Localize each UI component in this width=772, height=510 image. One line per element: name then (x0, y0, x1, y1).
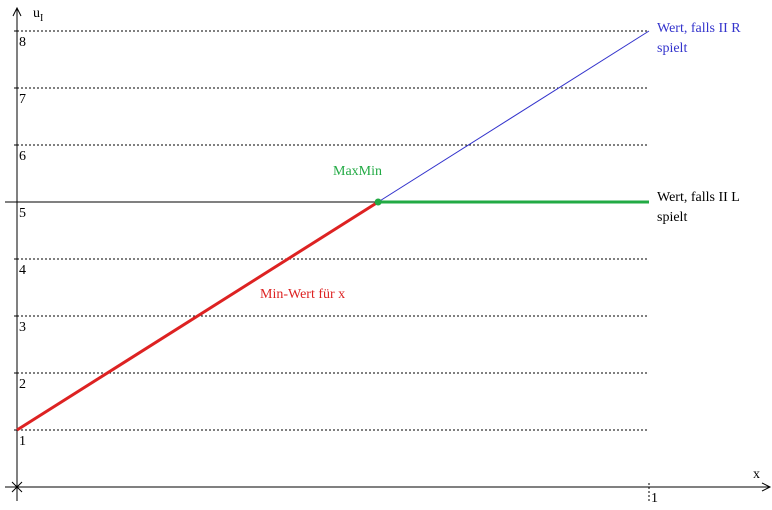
series-label-ii-r-line1: Wert, falls II R (657, 21, 741, 36)
series-label-ii-l-line2: spielt (657, 210, 687, 225)
maxmin-point (374, 198, 382, 206)
y-tick-label-5: 5 (19, 206, 26, 221)
y-tick-label-3: 3 (19, 320, 26, 335)
y-axis-arrow (12, 6, 22, 17)
y-tick-label-7: 7 (19, 92, 26, 107)
series-layer (5, 30, 650, 432)
series-line-min-value (16, 200, 379, 432)
annotation-maxmin: MaxMin (333, 164, 382, 179)
x-axis-label: x (753, 467, 760, 482)
axes: 1 2 3 4 5 6 7 8 1 x uI (5, 6, 772, 506)
origin-marker-b (11, 481, 23, 493)
labels-layer: Wert, falls II R spielt Wert, falls II L sp… (260, 21, 741, 302)
y-tick-label-8: 8 (19, 35, 26, 50)
y-tick-label-1: 1 (19, 434, 26, 449)
gridlines (17, 30, 649, 431)
y-tick-label-6: 6 (19, 149, 26, 164)
y-axis-label-subscript: I (40, 13, 43, 24)
x-tick-label-1: 1 (651, 491, 658, 506)
series-label-ii-l-line1: Wert, falls II L (657, 190, 740, 205)
annotation-min-value: Min-Wert für x (260, 287, 345, 302)
y-tick-label-2: 2 (19, 377, 26, 392)
y-axis-label: uI (33, 6, 43, 24)
x-axis-arrow (761, 482, 772, 492)
series-label-ii-r-line2: spielt (657, 41, 687, 56)
y-tick-label-4: 4 (19, 263, 26, 278)
